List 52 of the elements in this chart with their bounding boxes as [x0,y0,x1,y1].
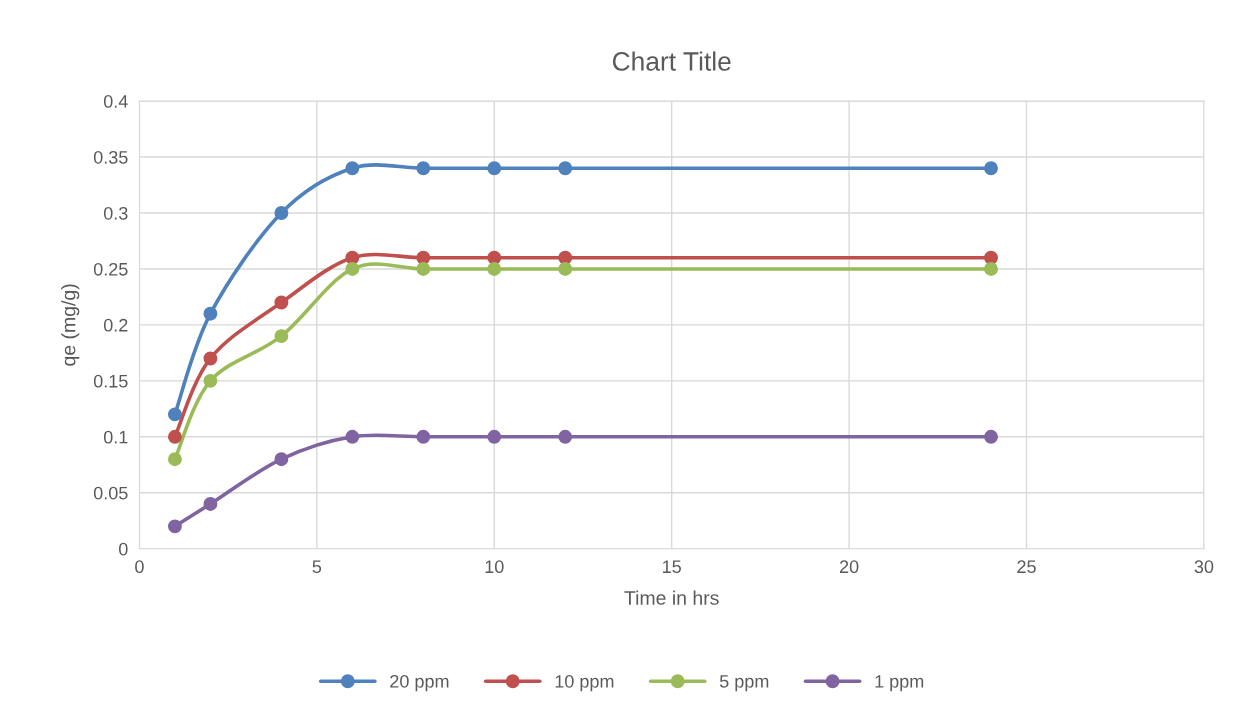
y-axis-title: qe (mg/g) [61,284,80,366]
point [274,452,289,467]
x-tick-label: 10 [485,560,504,574]
y-tick-label: 0.25 [93,262,128,276]
x-tick-label: 30 [1194,560,1214,574]
point [416,161,431,176]
x-tick-label: 0 [135,560,144,574]
x-tick-label: 20 [839,560,859,574]
y-tick-label: 0.2 [103,318,128,332]
point [345,161,360,176]
point [416,429,431,444]
point [416,261,431,276]
point [203,373,218,388]
legend-label: 5 ppm [719,675,769,692]
x-tick-label: 25 [1017,560,1036,574]
point [274,295,289,310]
point [487,429,502,444]
y-tick-label: 0.05 [93,486,128,500]
y-tick-label: 0.15 [93,374,128,388]
chart-title: Chart Title [612,51,731,71]
x-tick-label: 5 [312,560,322,574]
point [274,329,289,344]
point [558,161,573,176]
point [167,452,182,467]
point [203,497,218,511]
y-tick-label: 0 [118,542,128,556]
point [203,306,218,321]
point [167,407,182,422]
point [274,206,289,220]
point [558,261,573,276]
x-tick-label: 15 [663,560,681,574]
y-tick-label: 0.1 [103,430,128,444]
y-tick-label: 0.35 [93,150,128,164]
point [984,429,998,444]
legend-label: 1 ppm [875,675,924,692]
legend-label: 20 ppm [390,674,449,692]
point [984,261,998,276]
y-tick-label: 0.3 [103,206,128,220]
y-tick-label: 0.4 [103,95,128,108]
legend-label: 10 ppm [555,674,614,692]
point [345,429,360,444]
x-axis-title: Time in hrs [624,590,719,605]
point [345,261,360,276]
point [487,250,502,265]
point [558,250,573,265]
point [167,429,182,444]
point [167,519,182,534]
point [558,429,573,444]
point [984,161,998,176]
point [203,351,218,366]
point [487,261,502,276]
point [487,161,502,176]
